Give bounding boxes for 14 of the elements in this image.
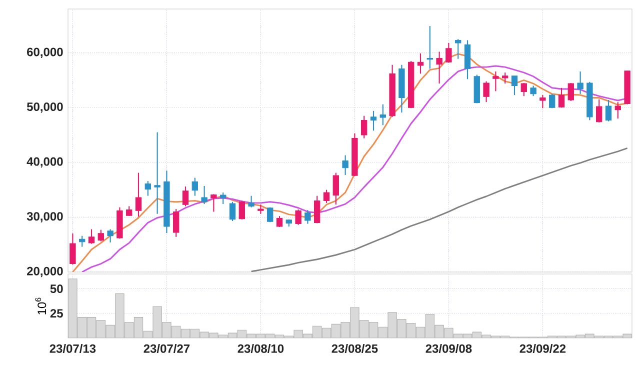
y-axis-title: 10$^{6}$ <box>35 298 46 314</box>
y-tick-label: 20,000 <box>27 266 63 278</box>
y-tick-label: 50,000 <box>26 102 63 113</box>
x-tick-label: 23/09/22 <box>520 344 566 353</box>
y-tick-label: 60,000 <box>27 48 63 58</box>
x-tick-label: 23/08/25 <box>332 344 378 353</box>
x-tick-label: 23/07/27 <box>144 344 190 353</box>
y-tick-label: 30,000 <box>26 212 63 222</box>
y-tick-label: 25 <box>50 309 63 318</box>
x-tick-label: 23/08/10 <box>238 344 284 353</box>
x-tick-label: 23/07/13 <box>50 344 96 353</box>
y-tick-label: 40,000 <box>26 157 63 168</box>
y-tick-label: 50 <box>50 284 63 294</box>
x-tick-label: 23/09/08 <box>426 344 472 353</box>
